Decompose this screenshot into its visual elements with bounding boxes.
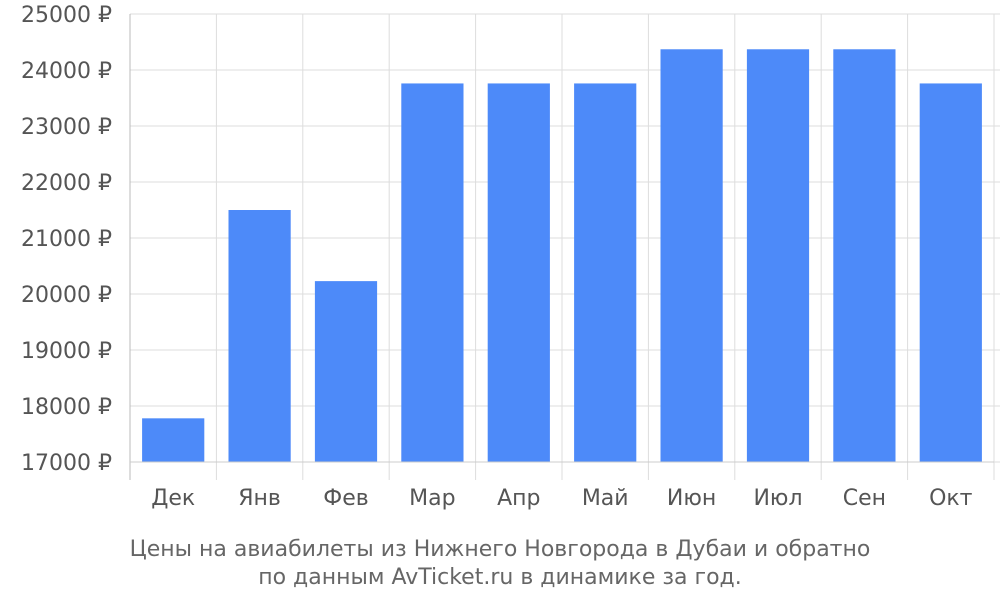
bar-2	[228, 210, 291, 462]
y-tick-label: 25000 ₽	[21, 3, 112, 28]
bar-8	[746, 49, 810, 462]
bar-5	[487, 83, 550, 462]
bar-4	[401, 83, 464, 462]
x-category-label: Сен	[843, 486, 886, 511]
y-tick-label: 21000 ₽	[21, 227, 112, 252]
x-category-label: Июл	[753, 486, 802, 511]
x-axis-category-labels: Дек Янв Фев Мар Апр Май Июн Июл Сен Окт	[151, 486, 973, 511]
x-category-label: Дек	[151, 486, 195, 511]
bar-1	[142, 418, 205, 462]
x-category-label: Июн	[667, 486, 716, 511]
y-tick-label: 17000 ₽	[21, 451, 112, 476]
grid	[129, 13, 1000, 480]
chart-caption-line-1: Цены на авиабилеты из Нижнего Новгорода …	[130, 537, 871, 562]
y-tick-label: 20000 ₽	[21, 283, 112, 308]
y-tick-label: 19000 ₽	[21, 339, 112, 364]
bar-7	[660, 49, 723, 462]
x-category-label: Апр	[497, 486, 540, 511]
bar-3	[314, 281, 378, 462]
y-axis-tick-labels: 17000 ₽ 18000 ₽ 19000 ₽ 20000 ₽ 21000 ₽ 22000…	[21, 3, 112, 476]
axes	[129, 14, 994, 480]
y-tick-label: 22000 ₽	[21, 171, 112, 196]
chart-caption-line-2: по данным AvTicket.ru в динамике за год.	[258, 565, 742, 590]
y-tick-label: 23000 ₽	[21, 115, 112, 140]
x-category-label: Окт	[929, 486, 973, 511]
bar-9	[833, 49, 896, 462]
bars	[142, 49, 982, 462]
y-tick-label: 24000 ₽	[21, 59, 112, 84]
x-category-label: Фев	[323, 486, 368, 511]
x-category-label: Май	[582, 486, 629, 511]
bar-10	[919, 83, 982, 462]
bar-6	[574, 83, 637, 462]
x-category-label: Мар	[409, 486, 455, 511]
y-tick-label: 18000 ₽	[21, 395, 112, 420]
x-category-label: Янв	[238, 486, 281, 511]
